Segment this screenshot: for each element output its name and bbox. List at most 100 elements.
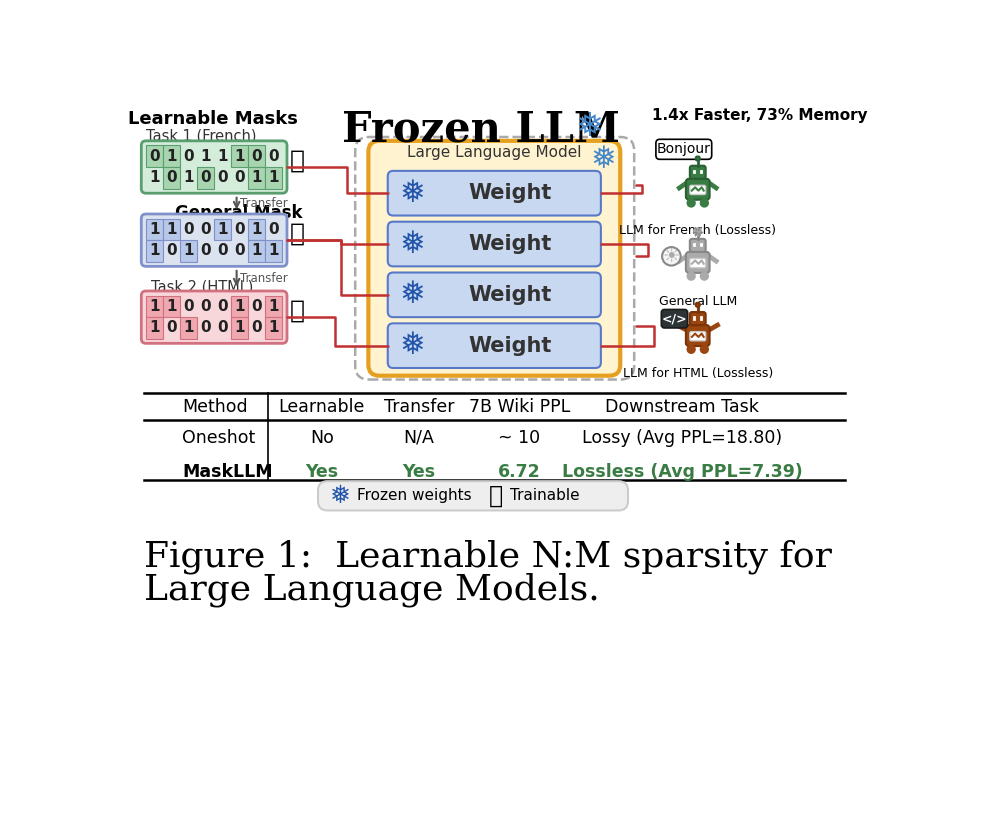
Text: Lossless (Avg PPL=7.39): Lossless (Avg PPL=7.39) xyxy=(562,463,802,480)
Text: 1: 1 xyxy=(149,320,160,335)
FancyBboxPatch shape xyxy=(388,272,601,318)
Text: 1: 1 xyxy=(183,244,194,259)
Text: 1: 1 xyxy=(218,149,228,164)
Text: General LLM: General LLM xyxy=(659,295,737,307)
Text: N/A: N/A xyxy=(404,428,434,447)
FancyBboxPatch shape xyxy=(690,239,706,252)
Text: 0: 0 xyxy=(166,320,177,335)
Text: 1: 1 xyxy=(251,222,262,237)
Text: Method: Method xyxy=(182,398,248,416)
Text: 0: 0 xyxy=(235,222,246,237)
Circle shape xyxy=(701,272,709,280)
Text: 1: 1 xyxy=(218,222,228,237)
Text: 1: 1 xyxy=(166,299,177,314)
Text: </>: </> xyxy=(662,312,687,325)
Text: Large Language Models.: Large Language Models. xyxy=(143,572,599,606)
FancyBboxPatch shape xyxy=(696,303,700,307)
Circle shape xyxy=(695,228,701,235)
FancyBboxPatch shape xyxy=(318,481,628,511)
Circle shape xyxy=(701,345,709,354)
FancyBboxPatch shape xyxy=(388,222,601,266)
FancyBboxPatch shape xyxy=(690,312,706,325)
Bar xyxy=(248,145,265,167)
Circle shape xyxy=(687,345,695,354)
FancyBboxPatch shape xyxy=(690,186,706,195)
Text: Weight: Weight xyxy=(468,183,552,203)
Circle shape xyxy=(687,199,695,207)
Text: Figure 1:  Learnable N:M sparsity for: Figure 1: Learnable N:M sparsity for xyxy=(143,539,832,575)
Bar xyxy=(163,218,180,240)
Text: Bonjour: Bonjour xyxy=(657,142,711,156)
FancyBboxPatch shape xyxy=(141,214,287,266)
Bar xyxy=(232,145,248,167)
Text: 0: 0 xyxy=(251,299,262,314)
Bar xyxy=(248,218,265,240)
Text: 0: 0 xyxy=(183,299,194,314)
Bar xyxy=(197,167,214,188)
Bar xyxy=(180,240,197,262)
Text: 1: 1 xyxy=(251,244,262,259)
Text: General Mask: General Mask xyxy=(175,204,302,222)
FancyBboxPatch shape xyxy=(686,252,710,273)
FancyBboxPatch shape xyxy=(690,165,706,179)
Text: 1: 1 xyxy=(166,222,177,237)
Bar xyxy=(265,240,282,262)
Text: Frozen LLM: Frozen LLM xyxy=(342,108,619,150)
Text: Learnable Masks: Learnable Masks xyxy=(128,110,298,128)
Text: 0: 0 xyxy=(235,171,246,186)
Bar xyxy=(214,218,232,240)
Text: Large Language Model: Large Language Model xyxy=(408,144,581,160)
Text: 1: 1 xyxy=(149,299,160,314)
Text: LLM for French (Lossless): LLM for French (Lossless) xyxy=(619,224,776,237)
Text: 0: 0 xyxy=(201,222,211,237)
Text: ❅: ❅ xyxy=(590,144,616,174)
Text: Frozen weights: Frozen weights xyxy=(357,488,471,503)
FancyBboxPatch shape xyxy=(661,309,688,328)
Bar xyxy=(146,218,163,240)
Text: 0: 0 xyxy=(251,320,262,335)
FancyBboxPatch shape xyxy=(369,141,620,375)
FancyBboxPatch shape xyxy=(690,259,706,268)
Text: 0: 0 xyxy=(268,149,279,164)
Text: ❅: ❅ xyxy=(400,229,425,259)
Text: 1: 1 xyxy=(149,244,160,259)
Text: 0: 0 xyxy=(166,171,177,186)
FancyBboxPatch shape xyxy=(686,325,710,346)
Text: 1: 1 xyxy=(268,299,279,314)
Text: 1: 1 xyxy=(149,171,160,186)
Text: 1: 1 xyxy=(235,320,245,335)
Text: 1: 1 xyxy=(268,244,279,259)
Circle shape xyxy=(687,272,695,280)
Text: Yes: Yes xyxy=(305,463,338,480)
Bar xyxy=(163,296,180,318)
Text: 0: 0 xyxy=(268,222,279,237)
Bar xyxy=(248,240,265,262)
Text: 1: 1 xyxy=(235,299,245,314)
FancyBboxPatch shape xyxy=(656,139,712,160)
Text: 1: 1 xyxy=(183,320,194,335)
Text: Trainable: Trainable xyxy=(510,488,580,503)
Bar xyxy=(146,318,163,339)
Text: Task 2 (HTML): Task 2 (HTML) xyxy=(150,280,252,295)
Text: 0: 0 xyxy=(218,320,228,335)
Bar xyxy=(232,296,248,318)
Text: Weight: Weight xyxy=(468,234,552,254)
Text: 0: 0 xyxy=(166,244,177,259)
FancyBboxPatch shape xyxy=(686,179,710,200)
Text: 1: 1 xyxy=(268,320,279,335)
Bar xyxy=(163,145,180,167)
Text: 1: 1 xyxy=(166,149,177,164)
Text: LLM for HTML (Lossless): LLM for HTML (Lossless) xyxy=(622,367,773,381)
Text: No: No xyxy=(310,428,334,447)
Text: ❅: ❅ xyxy=(400,179,425,207)
Text: 0: 0 xyxy=(251,149,262,164)
Text: Lossy (Avg PPL=18.80): Lossy (Avg PPL=18.80) xyxy=(582,428,782,447)
Text: ❅: ❅ xyxy=(400,331,425,360)
Text: Yes: Yes xyxy=(403,463,435,480)
Text: 0: 0 xyxy=(201,320,211,335)
Text: 1: 1 xyxy=(183,171,194,186)
FancyBboxPatch shape xyxy=(690,332,706,341)
Text: Learnable: Learnable xyxy=(278,398,365,416)
Text: Transfer: Transfer xyxy=(240,272,287,285)
Text: 1: 1 xyxy=(201,149,211,164)
